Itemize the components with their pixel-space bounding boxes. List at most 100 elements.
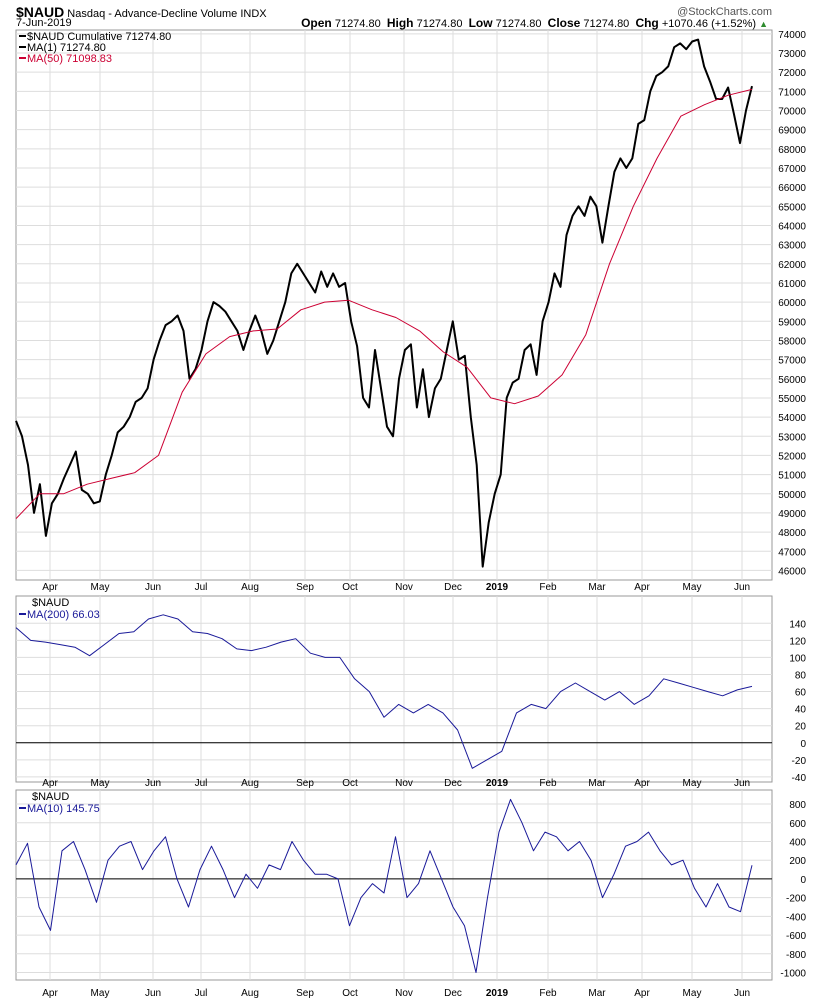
x-tick-label: Oct — [342, 778, 358, 789]
high-value: 71274.80 — [416, 18, 463, 30]
y-tick-label: 49000 — [778, 509, 806, 520]
high-label: High — [386, 16, 414, 30]
x-tick-label: Mar — [588, 582, 606, 593]
open-label: Open — [301, 16, 332, 30]
y-tick-label: 600 — [789, 819, 806, 830]
x-tick-label: Jun — [145, 988, 161, 999]
panel-3: -1000 -800 -600 -400 -200 0 200 400 600 800 $NAUDM… — [15, 789, 806, 981]
y-tick-label: 60 — [795, 688, 807, 699]
y-tick-label: 61000 — [778, 279, 806, 290]
x-tick-label: Dec — [444, 582, 462, 593]
chg-label: Chg — [635, 16, 659, 30]
y-tick-label: 70000 — [778, 106, 806, 117]
x-tick-label: Feb — [539, 778, 557, 789]
x-tick-label: Mar — [588, 988, 606, 999]
up-arrow-icon: ▲ — [759, 19, 768, 29]
y-tick-label: 73000 — [778, 49, 806, 60]
watermark: @StockCharts.com — [677, 6, 772, 18]
y-tick-label: 20 — [795, 722, 807, 733]
y-tick-label: -600 — [786, 931, 806, 942]
x-tick-label: Nov — [395, 778, 413, 789]
series-line-ma-50- — [15, 88, 753, 520]
x-tick-label: Nov — [395, 582, 413, 593]
y-tick-label: -1000 — [780, 969, 806, 980]
x-tick-label: Apr — [634, 582, 650, 593]
y-tick-label: -800 — [786, 950, 806, 961]
x-tick-label: Sep — [296, 582, 314, 593]
panel-frame — [15, 29, 773, 581]
x-tick-label: Feb — [539, 988, 557, 999]
panel-title: $NAUD — [32, 597, 69, 609]
y-tick-label: 68000 — [778, 145, 806, 156]
y-tick-label: 71000 — [778, 87, 806, 98]
series-line-ma-10- — [15, 798, 753, 973]
y-tick-label: 69000 — [778, 126, 806, 137]
close-label: Close — [547, 16, 581, 30]
x-tick-label: Jul — [195, 582, 208, 593]
chart-header: $NAUD Nasdaq - Advance-Decline Volume IN… — [16, 4, 267, 20]
x-tick-label: May — [91, 988, 110, 999]
x-tick-label: May — [683, 988, 702, 999]
y-tick-label: 0 — [800, 739, 806, 750]
x-tick-label: Jun — [145, 582, 161, 593]
x-tick-label: Jun — [734, 582, 750, 593]
x-tick-label: Sep — [296, 778, 314, 789]
y-tick-label: 800 — [789, 800, 806, 811]
y-tick-label: 54000 — [778, 413, 806, 424]
y-tick-label: 40 — [795, 705, 807, 716]
y-tick-label: 59000 — [778, 317, 806, 328]
x-tick-label: 2019 — [486, 582, 509, 593]
y-tick-label: -40 — [792, 773, 807, 784]
panel-frame — [15, 595, 773, 783]
ohlc-bar: Open 71274.80 High 71274.80 Low 71274.80… — [301, 16, 768, 30]
x-tick-label: May — [91, 778, 110, 789]
y-tick-label: 58000 — [778, 336, 806, 347]
y-tick-label: 74000 — [778, 30, 806, 41]
chg-value: +1070.46 (+1.52%) — [661, 18, 757, 30]
x-tick-label: Apr — [42, 582, 58, 593]
panel-1: 46000 47000 48000 49000 50000 51000 52000 53000… — [15, 29, 806, 581]
x-tick-label: Dec — [444, 778, 462, 789]
x-tick-label: Aug — [241, 582, 259, 593]
y-tick-label: 0 — [800, 875, 806, 886]
y-tick-label: 57000 — [778, 356, 806, 367]
y-tick-label: 80 — [795, 670, 807, 681]
x-tick-label: Jun — [734, 988, 750, 999]
symbol: $NAUD — [16, 4, 65, 20]
y-tick-label: 200 — [789, 856, 806, 867]
date-label: 7-Jun-2019 — [16, 17, 72, 29]
x-tick-label: May — [683, 582, 702, 593]
x-tick-label: May — [683, 778, 702, 789]
x-tick-label: 2019 — [486, 988, 509, 999]
y-tick-label: 50000 — [778, 490, 806, 501]
low-value: 71274.80 — [495, 18, 542, 30]
x-tick-label: Jun — [145, 778, 161, 789]
y-tick-label: 56000 — [778, 375, 806, 386]
y-tick-label: 48000 — [778, 528, 806, 539]
series-line-ma-200- — [15, 614, 753, 769]
x-tick-label: Jun — [734, 778, 750, 789]
y-tick-label: 52000 — [778, 451, 806, 462]
y-tick-label: 72000 — [778, 68, 806, 79]
legend-entry: MA(10) 145.75 — [27, 803, 100, 815]
x-tick-label: Jul — [195, 988, 208, 999]
x-tick-label: May — [91, 582, 110, 593]
y-tick-label: 47000 — [778, 547, 806, 558]
y-tick-label: 140 — [789, 619, 806, 630]
x-tick-label: Apr — [42, 778, 58, 789]
y-tick-label: 120 — [789, 636, 806, 647]
y-tick-label: 51000 — [778, 471, 806, 482]
y-tick-label: 46000 — [778, 566, 806, 577]
y-tick-label: 65000 — [778, 202, 806, 213]
x-tick-label: 2019 — [486, 778, 509, 789]
x-tick-label: Oct — [342, 582, 358, 593]
x-tick-label: Aug — [241, 988, 259, 999]
panel-frame — [15, 789, 773, 981]
x-tick-label: Oct — [342, 988, 358, 999]
close-value: 71274.80 — [583, 18, 630, 30]
x-tick-label: Apr — [634, 778, 650, 789]
legend-entry: MA(1) 71274.80 — [27, 42, 106, 54]
y-tick-label: 64000 — [778, 221, 806, 232]
y-tick-label: 60000 — [778, 298, 806, 309]
